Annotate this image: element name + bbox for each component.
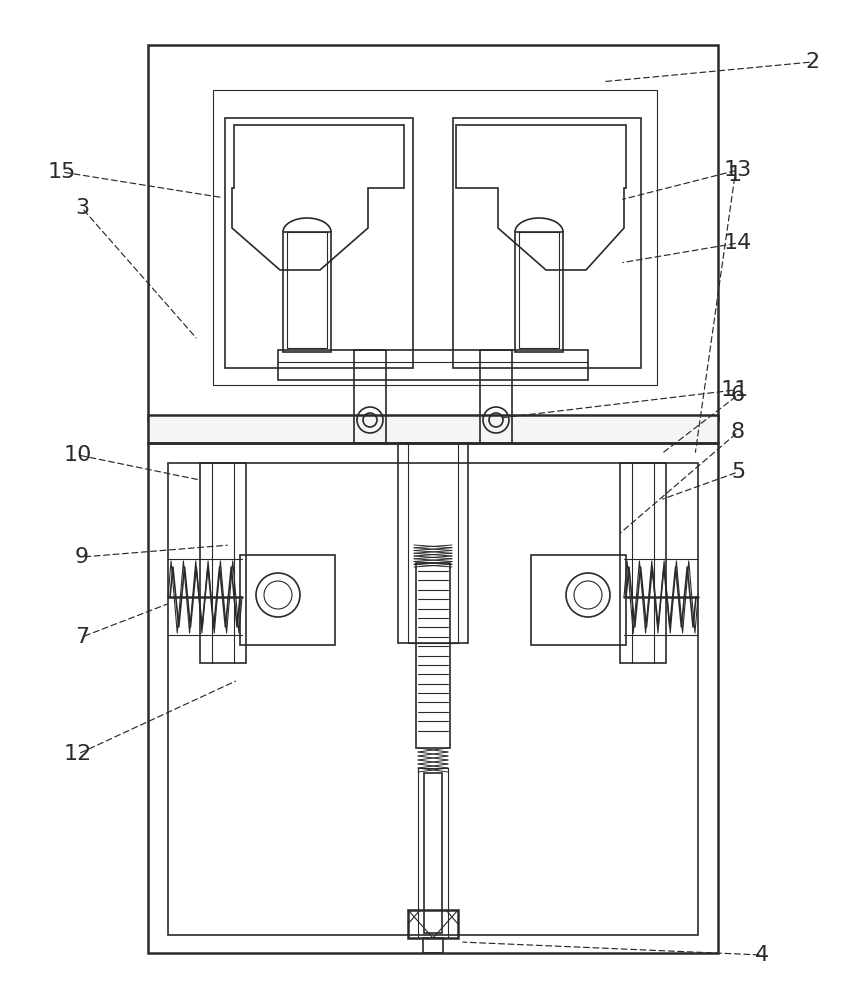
Text: 7: 7 [75, 627, 89, 647]
Bar [168, 463, 698, 935]
Bar [200, 463, 246, 663]
Bar [213, 90, 657, 385]
Bar [278, 350, 588, 380]
Bar [354, 350, 386, 443]
Bar [398, 443, 468, 643]
Bar [519, 232, 559, 348]
Bar [423, 938, 443, 953]
Bar [148, 443, 718, 953]
Text: 9: 9 [75, 547, 89, 567]
Bar [620, 463, 666, 663]
Text: 1: 1 [728, 165, 742, 185]
Bar [225, 118, 413, 368]
Text: 3: 3 [75, 198, 89, 218]
Bar [148, 415, 718, 443]
Bar [416, 563, 450, 748]
Text: 12: 12 [64, 744, 92, 764]
Bar [408, 443, 458, 643]
Bar [453, 118, 641, 368]
Bar [418, 768, 448, 938]
Bar [287, 232, 327, 348]
Text: 11: 11 [721, 380, 749, 400]
Text: 4: 4 [755, 945, 769, 965]
Text: 14: 14 [724, 233, 753, 253]
Text: 6: 6 [731, 385, 745, 405]
Bar [408, 910, 458, 938]
Text: 15: 15 [47, 162, 76, 182]
Text: 2: 2 [805, 52, 819, 72]
Bar [424, 773, 442, 933]
Bar [515, 232, 563, 352]
Bar [531, 555, 626, 645]
Text: 5: 5 [731, 462, 745, 482]
Text: 10: 10 [64, 445, 92, 465]
Bar [283, 232, 331, 352]
Bar [480, 350, 512, 443]
Bar [148, 45, 718, 420]
Text: 13: 13 [724, 160, 753, 180]
Text: 8: 8 [731, 422, 745, 442]
Bar [240, 555, 335, 645]
